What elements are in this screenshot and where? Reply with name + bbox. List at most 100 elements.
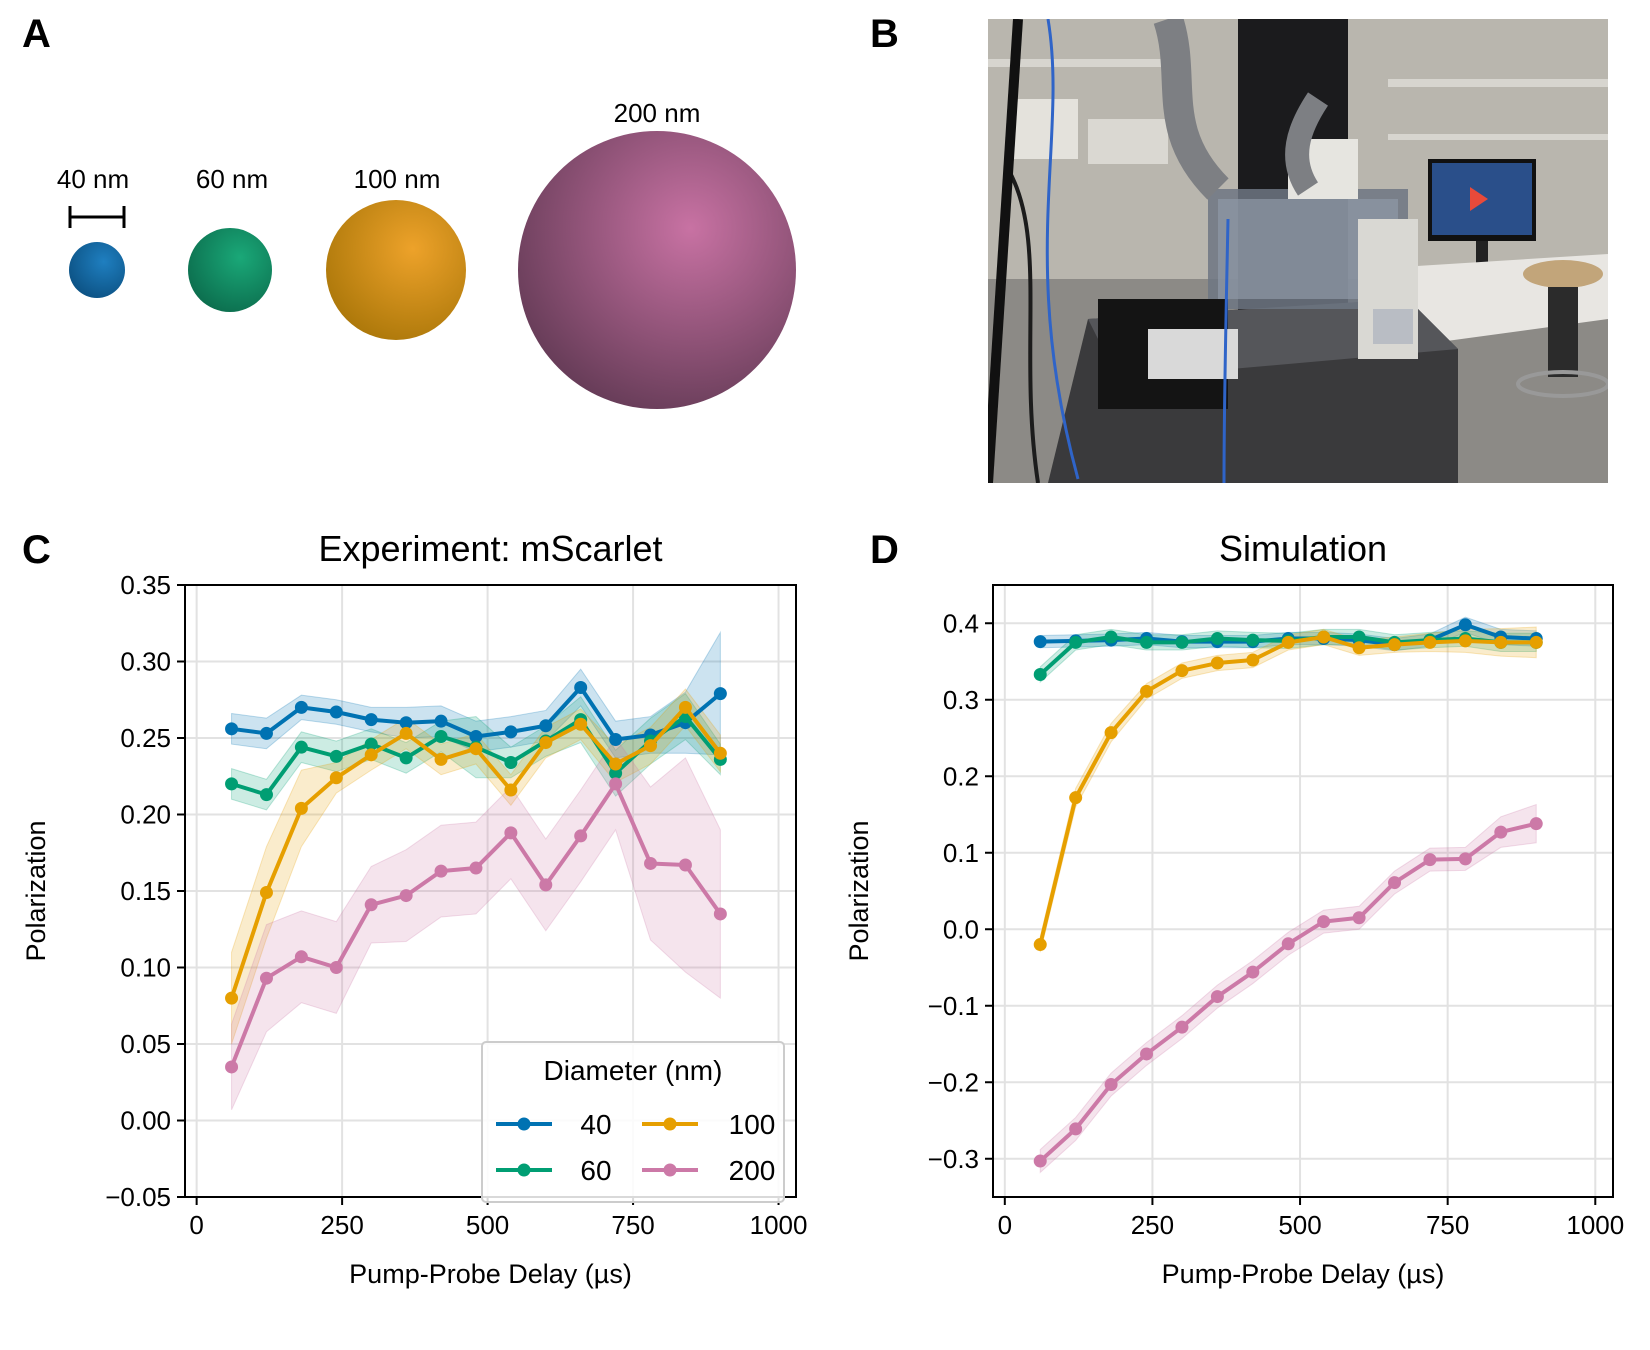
y-tick-label: 0.20 xyxy=(120,800,171,830)
legend-marker-100 xyxy=(663,1117,677,1131)
panel-letter-d: D xyxy=(870,528,899,572)
y-tick-label: 0.00 xyxy=(120,1106,171,1136)
x-tick-label: 250 xyxy=(1131,1210,1174,1240)
data-point-40 xyxy=(225,722,239,736)
data-point-100 xyxy=(434,752,448,766)
data-point-200 xyxy=(1388,876,1402,890)
data-point-60 xyxy=(1104,630,1118,644)
x-tick-label: 0 xyxy=(998,1210,1012,1240)
y-tick-label: 0.3 xyxy=(943,685,979,715)
data-point-200 xyxy=(609,777,623,791)
data-point-200 xyxy=(1458,852,1472,866)
x-tick-label: 500 xyxy=(466,1210,509,1240)
data-point-100 xyxy=(1423,635,1437,649)
data-point-100 xyxy=(1494,635,1508,649)
data-point-60 xyxy=(1069,635,1083,649)
sphere-60nm xyxy=(188,228,272,312)
legend-label-60: 60 xyxy=(580,1155,611,1186)
data-point-60 xyxy=(434,729,448,743)
x-tick-label: 250 xyxy=(320,1210,363,1240)
data-point-200 xyxy=(1246,965,1260,979)
data-point-200 xyxy=(1281,937,1295,951)
data-point-200 xyxy=(504,826,518,840)
data-point-100 xyxy=(1281,635,1295,649)
data-point-60 xyxy=(609,766,623,780)
data-point-100 xyxy=(539,736,553,750)
y-tick-label: 0.0 xyxy=(943,914,979,944)
y-axis-label: Polarization xyxy=(21,820,51,961)
panel-letter-a: A xyxy=(22,12,51,56)
lab-microscope-setup-photo xyxy=(988,19,1608,483)
data-point-200 xyxy=(1423,853,1437,867)
data-point-60 xyxy=(1352,630,1366,644)
y-tick-label: 0.30 xyxy=(120,647,171,677)
data-point-200 xyxy=(329,961,343,974)
legend-label-100: 100 xyxy=(729,1109,776,1140)
y-tick-label: −0.3 xyxy=(928,1144,979,1174)
y-tick-label: 0.4 xyxy=(943,608,979,638)
sphere-label-40: 40 nm xyxy=(57,164,129,194)
data-point-60 xyxy=(294,740,308,754)
data-point-100 xyxy=(1352,641,1366,655)
data-point-100 xyxy=(1069,791,1083,805)
data-point-100 xyxy=(1033,938,1047,952)
data-point-200 xyxy=(1317,915,1331,929)
data-point-40 xyxy=(574,681,588,695)
data-point-60 xyxy=(504,755,518,769)
data-point-40 xyxy=(504,725,518,739)
data-point-60 xyxy=(329,749,343,763)
data-point-60 xyxy=(1246,633,1260,647)
plot-frame xyxy=(992,584,1614,1198)
y-tick-label: 0.25 xyxy=(120,723,171,753)
data-point-200 xyxy=(364,898,378,912)
data-point-100 xyxy=(469,742,483,756)
data-point-200 xyxy=(1352,911,1366,925)
data-point-200 xyxy=(469,861,483,875)
data-point-100 xyxy=(713,746,727,760)
sphere-40nm xyxy=(69,242,125,298)
data-point-200 xyxy=(225,1060,239,1074)
legend-marker-40 xyxy=(517,1117,531,1131)
data-point-40 xyxy=(329,705,343,719)
data-point-200 xyxy=(574,829,588,843)
data-point-100 xyxy=(399,726,413,740)
data-point-40 xyxy=(434,714,448,728)
data-point-100 xyxy=(678,700,692,714)
y-tick-label: 0.05 xyxy=(120,1029,171,1059)
sphere-size-panel: 40 nm 60 nm 100 nm 200 nm xyxy=(57,98,796,409)
legend-box xyxy=(481,1041,785,1203)
data-point-100 xyxy=(294,801,308,815)
y-tick-label: −0.2 xyxy=(928,1067,979,1097)
y-tick-label: −0.1 xyxy=(928,991,979,1021)
data-point-40 xyxy=(364,713,378,727)
data-point-200 xyxy=(1529,817,1543,831)
sphere-100nm xyxy=(326,200,466,340)
data-point-200 xyxy=(1494,825,1508,839)
data-point-40 xyxy=(609,733,623,747)
y-tick-label: 0.2 xyxy=(943,761,979,791)
data-point-100 xyxy=(1388,638,1402,652)
data-point-200 xyxy=(713,907,727,921)
data-point-100 xyxy=(329,771,343,785)
data-point-100 xyxy=(1529,635,1543,649)
data-point-60 xyxy=(399,751,413,765)
x-tick-label: 750 xyxy=(611,1210,654,1240)
data-point-100 xyxy=(504,783,518,797)
x-tick-label: 1000 xyxy=(1566,1210,1624,1240)
data-point-60 xyxy=(225,777,239,791)
legend-label-40: 40 xyxy=(580,1109,611,1140)
data-point-40 xyxy=(1458,618,1472,632)
data-point-40 xyxy=(259,726,273,740)
sphere-label-100: 100 nm xyxy=(354,164,441,194)
data-point-60 xyxy=(1140,635,1154,649)
y-tick-label: 0.10 xyxy=(120,953,171,983)
data-point-60 xyxy=(1210,632,1224,646)
data-point-200 xyxy=(399,889,413,903)
data-point-40 xyxy=(1033,635,1047,649)
data-point-200 xyxy=(1175,1020,1189,1034)
chart-title: Simulation xyxy=(1219,528,1387,569)
legend-label-200: 200 xyxy=(729,1155,776,1186)
data-point-200 xyxy=(678,858,692,872)
series-line-100 xyxy=(1038,635,1537,946)
data-point-200 xyxy=(294,950,308,964)
